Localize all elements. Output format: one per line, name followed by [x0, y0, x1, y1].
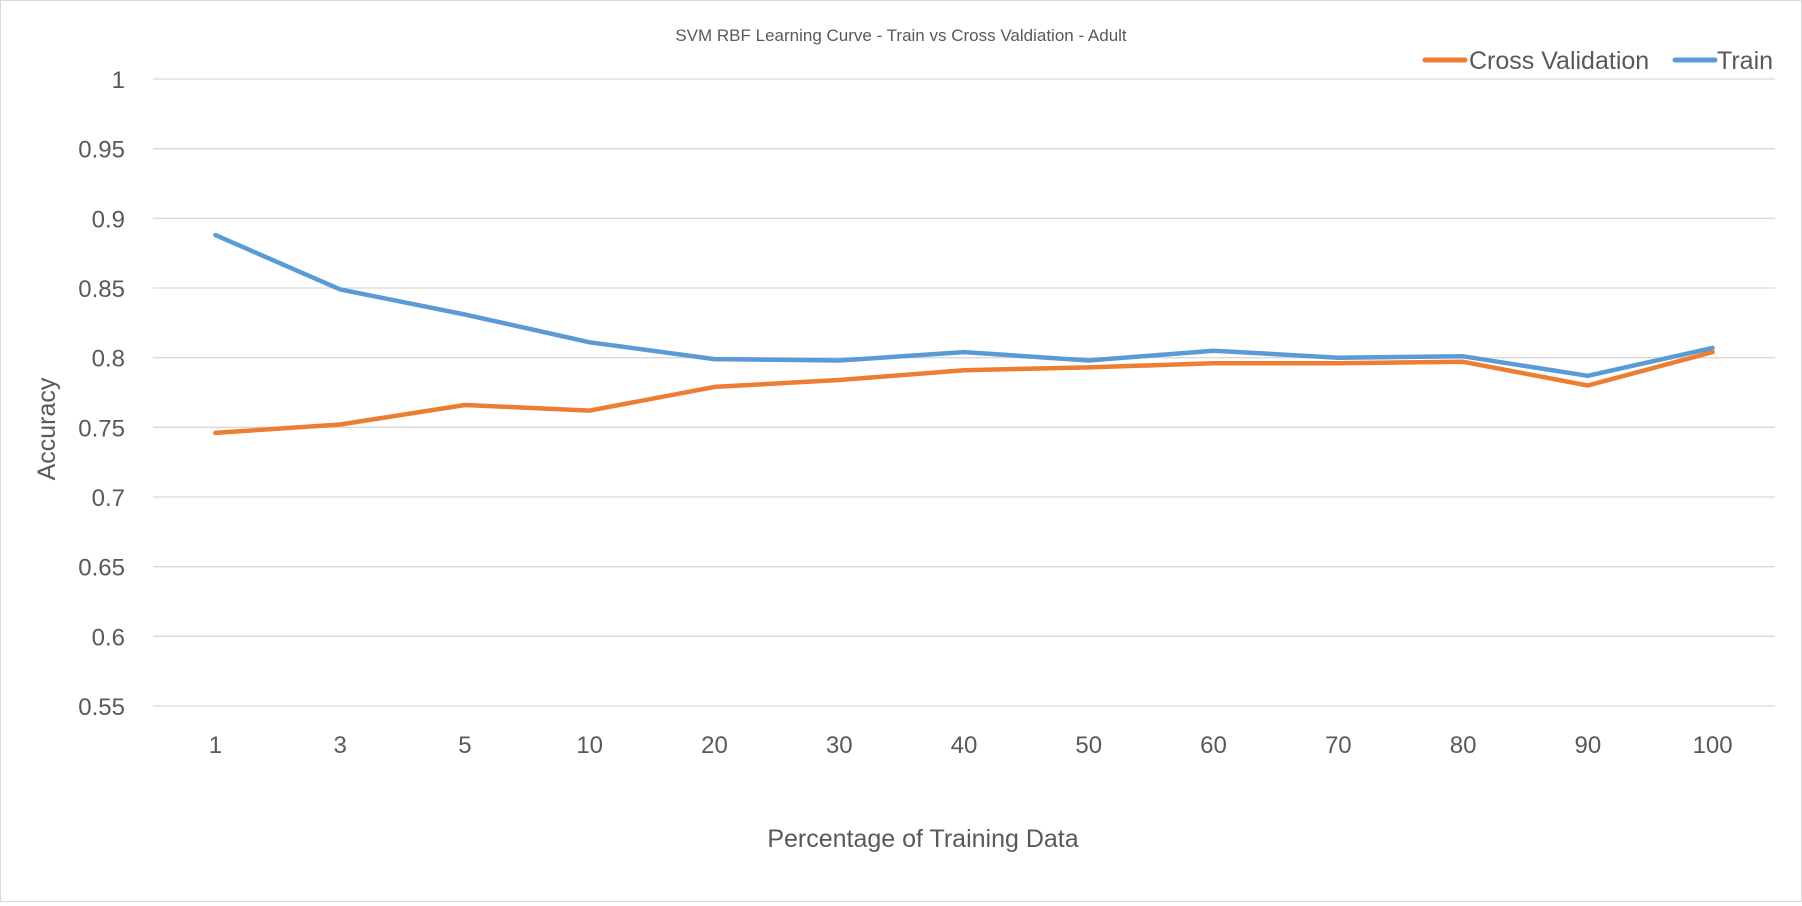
x-axis-ticks: 1 3 5 10 20 30 40 50 60 70 80 90 100: [209, 732, 1733, 759]
series-line-train: [213, 232, 1715, 379]
y-tick-label: 0.75: [78, 415, 125, 442]
y-tick-label: 0.8: [92, 346, 125, 373]
y-tick-label: 1: [112, 67, 125, 94]
legend-label-train: Train: [1717, 47, 1773, 75]
chart-title: SVM RBF Learning Curve - Train vs Cross …: [675, 26, 1127, 45]
x-tick-label: 100: [1693, 732, 1733, 759]
x-tick-label: 20: [701, 732, 728, 759]
legend: Cross Validation Train: [1422, 47, 1773, 75]
x-tick-label: 10: [576, 732, 603, 759]
x-tick-label: 5: [458, 732, 471, 759]
y-axis-ticks: 0.55 0.6 0.65 0.7 0.75 0.8 0.85 0.9 0.95 1: [78, 67, 125, 721]
x-tick-label: 90: [1574, 732, 1601, 759]
x-tick-label: 3: [333, 732, 346, 759]
y-tick-label: 0.9: [92, 206, 125, 233]
x-axis-title: Percentage of Training Data: [767, 825, 1078, 853]
x-tick-label: 70: [1325, 732, 1352, 759]
y-tick-label: 0.6: [92, 624, 125, 651]
series-lines: [213, 232, 1715, 436]
x-tick-label: 30: [826, 732, 853, 759]
y-tick-label: 0.95: [78, 137, 125, 164]
y-tick-label: 0.65: [78, 555, 125, 582]
x-tick-label: 40: [951, 732, 978, 759]
gridlines: [153, 78, 1775, 707]
y-tick-label: 0.55: [78, 694, 125, 721]
series-line-cross-validation: [213, 349, 1715, 436]
y-tick-label: 0.85: [78, 276, 125, 303]
x-tick-label: 80: [1450, 732, 1477, 759]
y-axis-title: Accuracy: [33, 377, 61, 480]
x-tick-label: 60: [1200, 732, 1227, 759]
legend-label-cross-validation: Cross Validation: [1469, 47, 1649, 75]
y-tick-label: 0.7: [92, 485, 125, 512]
x-tick-label: 50: [1075, 732, 1102, 759]
x-tick-label: 1: [209, 732, 222, 759]
